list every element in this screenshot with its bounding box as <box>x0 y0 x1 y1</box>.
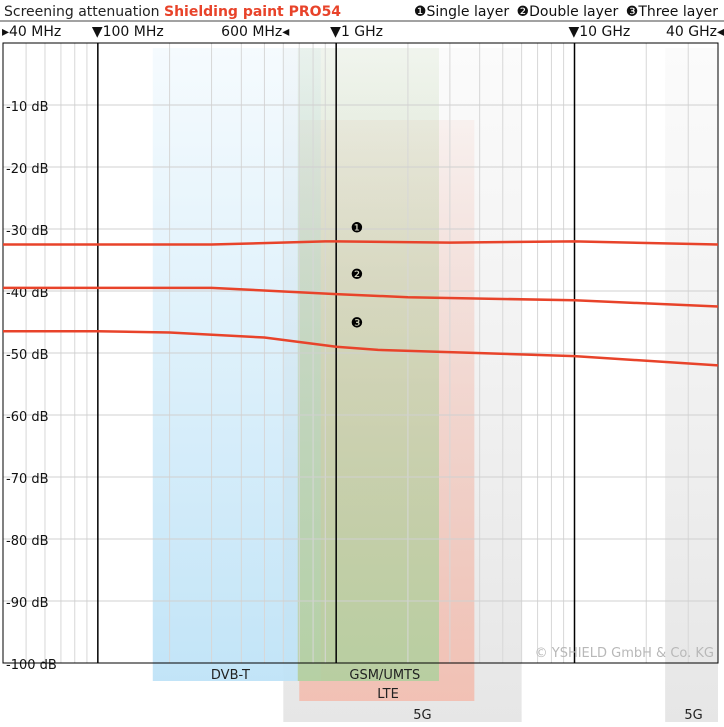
series-label-1: ❶ <box>351 221 364 237</box>
legend-marker-3: ❸ <box>625 4 639 20</box>
legend-marker-1: ❶ <box>413 4 427 20</box>
x-tick-label: ▼10 GHz <box>568 24 631 40</box>
y-tick-label: -80 dB <box>6 534 49 549</box>
legend-label-3: Three layer <box>638 4 718 20</box>
band-label-4: 5G <box>684 708 702 723</box>
chart-subtitle: Shielding paint PRO54 <box>164 4 342 20</box>
legend-label-2: Double layer <box>529 4 619 20</box>
legend-entry-double-layer: ❷Double layer <box>517 4 619 20</box>
band-5g-4 <box>665 48 718 722</box>
y-tick-label: -100 dB <box>6 658 57 673</box>
band-dvb-t-0 <box>152 48 321 681</box>
y-tick-label: -30 dB <box>6 224 49 239</box>
series-line-1 <box>3 240 719 246</box>
chart-legend: ❶Single layer ❷Double layer ❸Three layer <box>411 4 718 20</box>
series-line-2 <box>3 286 719 308</box>
x-axis-ticks: ▸40 MHz ▼100 MHz 600 MHz◂ ▼1 GHz ▼10 GHz 40 G… <box>0 24 724 42</box>
x-tick-label: ▸40 MHz <box>2 24 62 40</box>
x-tick-label: ▼1 GHz <box>330 24 384 40</box>
y-tick-label: -20 dB <box>6 162 49 177</box>
plot-frame <box>2 42 719 664</box>
legend-entry-three-layer: ❸Three layer <box>626 4 718 20</box>
y-tick-label: -50 dB <box>6 348 49 363</box>
band-label-1: GSM/UMTS <box>349 668 420 683</box>
series-line-3 <box>3 330 719 367</box>
x-tick-label: 600 MHz◂ <box>221 24 290 40</box>
series-label-2: ❷ <box>351 267 364 283</box>
band-label-2: LTE <box>377 687 399 702</box>
band-label-3: 5G <box>413 708 431 723</box>
legend-marker-2: ❷ <box>516 4 530 20</box>
legend-entry-single-layer: ❶Single layer <box>414 4 509 20</box>
chart-title-bar: Screening attenuation Shielding paint PR… <box>4 4 341 20</box>
x-tick-label: 40 GHz◂ <box>665 24 724 40</box>
y-tick-label: -60 dB <box>6 410 49 425</box>
band-gsm-umts-1 <box>297 48 439 681</box>
y-tick-label: -40 dB <box>6 286 49 301</box>
legend-label-1: Single layer <box>426 4 510 20</box>
y-tick-label: -90 dB <box>6 596 49 611</box>
copyright-watermark: © YSHIELD GmbH & Co. KG <box>535 646 714 661</box>
x-tick-label: ▼100 MHz <box>91 24 164 40</box>
band-label-0: DVB-T <box>211 668 250 683</box>
chart-title: Screening attenuation <box>4 4 160 20</box>
series-label-3: ❸ <box>351 315 364 331</box>
y-tick-label: -10 dB <box>6 100 49 115</box>
y-tick-label: -70 dB <box>6 472 49 487</box>
